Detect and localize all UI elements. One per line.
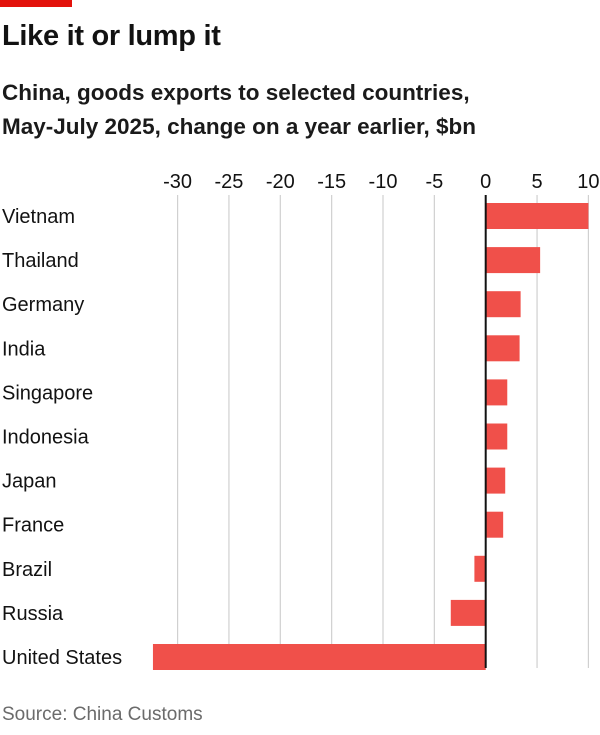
- source-note: Source: China Customs: [2, 704, 203, 725]
- chart-subtitle: China, goods exports to selected countri…: [2, 76, 476, 144]
- category-label: United States: [2, 647, 122, 669]
- category-label: Brazil: [2, 559, 52, 581]
- category-label: France: [2, 515, 64, 537]
- x-tick-label: 5: [531, 171, 542, 193]
- x-tick-label: -30: [163, 171, 192, 193]
- category-label: Singapore: [2, 382, 93, 404]
- subtitle-line-2: May-July 2025, change on a year earlier,…: [2, 114, 476, 139]
- x-tick-label: -5: [425, 171, 443, 193]
- category-label: India: [2, 338, 46, 360]
- x-tick-label: 10: [577, 171, 599, 193]
- subtitle-line-1: China, goods exports to selected countri…: [2, 80, 470, 105]
- x-tick-label: 0: [480, 171, 491, 193]
- chart-title: Like it or lump it: [2, 20, 221, 52]
- bar-france: [485, 511, 504, 538]
- bar-germany: [485, 291, 521, 318]
- x-tick-label: -20: [266, 171, 295, 193]
- category-label: Indonesia: [2, 427, 90, 449]
- x-tick-label: -15: [317, 171, 346, 193]
- bar-brazil: [474, 555, 486, 582]
- category-label: Germany: [2, 294, 84, 316]
- bar-russia: [450, 599, 486, 626]
- bar-indonesia: [485, 423, 508, 450]
- x-tick-label: -25: [214, 171, 243, 193]
- bar-singapore: [485, 379, 508, 406]
- category-label: Russia: [2, 603, 64, 625]
- bar-japan: [485, 467, 506, 494]
- bar-india: [485, 335, 520, 362]
- category-label: Thailand: [2, 250, 79, 272]
- bar-thailand: [485, 247, 541, 274]
- x-tick-label: -10: [369, 171, 398, 193]
- category-label: Japan: [2, 471, 57, 493]
- bar-vietnam: [485, 203, 589, 229]
- brand-tag: [0, 0, 72, 7]
- category-label: Vietnam: [2, 206, 75, 228]
- bar-united-states: [152, 644, 486, 670]
